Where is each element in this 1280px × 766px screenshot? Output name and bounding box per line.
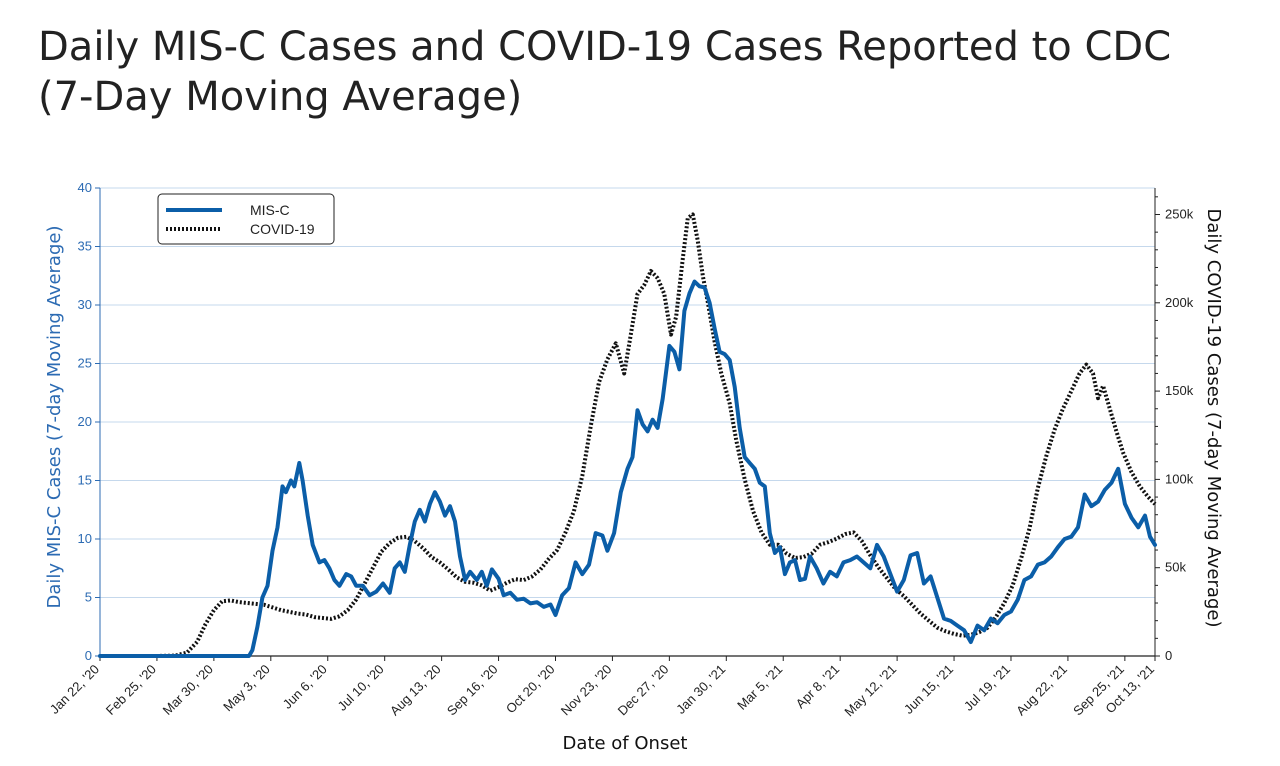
x-tick-label: Aug 22, '21: [1013, 662, 1070, 719]
y-right-tick-label: 250k: [1165, 206, 1194, 221]
y-left-tick-label: 15: [78, 473, 92, 488]
x-tick-label: Jul 19, '21: [961, 662, 1013, 714]
x-tick-label: Oct 20, '20: [503, 662, 558, 717]
x-axis-title: Date of Onset: [563, 733, 688, 754]
x-tick-label: Jan 30, '21: [673, 662, 728, 717]
x-tick-label: Sep 16, '20: [444, 662, 501, 719]
legend-label-mis-c: MIS-C: [250, 202, 290, 218]
y-left-tick-label: 30: [78, 297, 92, 312]
x-tick-label: Feb 25, '20: [103, 662, 159, 718]
y-right-tick-label: 150k: [1165, 383, 1194, 398]
y-left-tick-label: 35: [78, 239, 92, 254]
legend-box: [157, 193, 335, 245]
y-right-axis-title: Daily COVID-19 Cases (7-day Moving Avera…: [1203, 209, 1224, 628]
y-right-tick-label: 100k: [1165, 471, 1194, 486]
y-left-tick-label: 10: [78, 531, 92, 546]
y-left-tick-label: 25: [78, 356, 92, 371]
x-tick-label: Apr 8, '21: [793, 662, 843, 712]
y-left-tick-label: 5: [85, 590, 92, 605]
y-left-tick-label: 0: [85, 648, 92, 663]
x-tick-label: Jan 22, '20: [47, 662, 102, 717]
y-left-tick-label: 20: [78, 414, 92, 429]
x-tick-label: Jul 10, '20: [335, 662, 387, 714]
x-tick-label: Dec 27, '20: [615, 662, 672, 719]
series-line-covid-19: [100, 212, 1157, 658]
x-tick-label: Jun 6, '20: [280, 662, 330, 712]
chart-title: Daily MIS-C Cases and COVID-19 Cases Rep…: [38, 24, 1172, 120]
series-line-mis-c: [98, 279, 1157, 658]
x-tick-label: Jun 15, '21: [901, 662, 956, 717]
x-tick-label: Aug 13, '20: [387, 662, 444, 719]
x-tick-label: Mar 5, '21: [734, 662, 785, 713]
y-right-tick-label: 200k: [1165, 295, 1194, 310]
legend-label-covid-19: COVID-19: [250, 221, 315, 237]
x-tick-label: Mar 30, '20: [160, 662, 216, 718]
x-tick-label: Nov 23, '20: [558, 662, 615, 719]
axes: 0 5 10 15 20 25 30 35 40 0 50k 100k 150k 200k 250k Jan …: [44, 180, 1224, 754]
series-lines: [98, 212, 1157, 658]
x-tick-label: May 12, '21: [841, 662, 899, 720]
y-right-tick-label: 0: [1165, 648, 1172, 663]
y-right-tick-label: 50k: [1165, 560, 1186, 575]
x-tick-label: May 3, '20: [220, 662, 273, 715]
legend: MIS-C COVID-19: [157, 193, 335, 245]
y-left-axis-title: Daily MIS-C Cases (7-day Moving Average): [44, 226, 65, 609]
grid-lines: [100, 187, 1155, 598]
y-left-tick-label: 40: [78, 180, 92, 195]
